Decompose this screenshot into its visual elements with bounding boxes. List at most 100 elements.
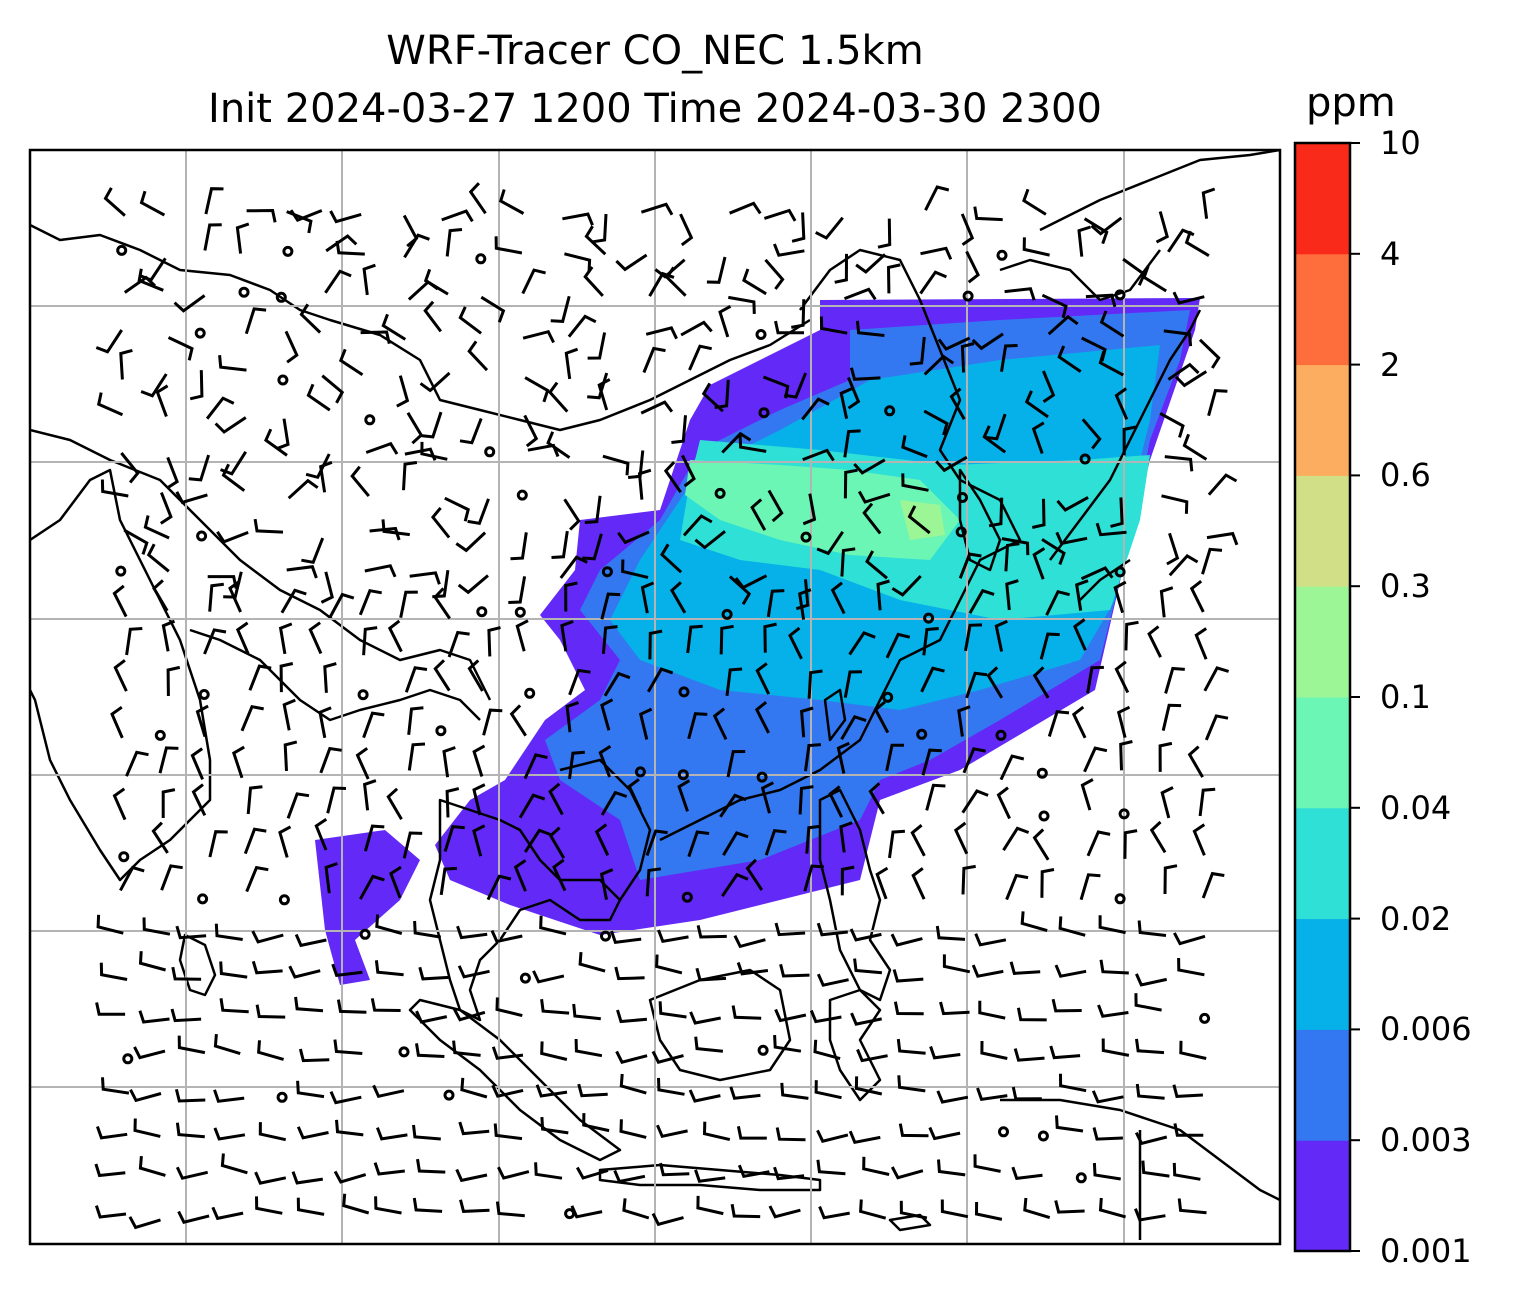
wind-barb <box>907 505 931 535</box>
wind-barb <box>1172 1162 1201 1181</box>
wind-barb <box>515 619 529 652</box>
wind-barb <box>362 779 377 811</box>
wind-barb <box>1047 710 1070 737</box>
calm-wind-marker <box>364 414 376 426</box>
wind-barb <box>766 589 785 618</box>
wind-barb <box>614 966 645 981</box>
wind-barb <box>467 340 489 372</box>
wind-barb <box>719 624 734 655</box>
colorbar-swatch <box>1295 697 1350 809</box>
wind-barb <box>836 741 850 774</box>
wind-barb <box>1083 217 1109 245</box>
wind-barb <box>1122 425 1137 456</box>
wind-barb <box>898 1123 929 1138</box>
border-3 <box>189 628 481 722</box>
wind-barb <box>774 320 804 335</box>
wind-barb <box>795 579 810 611</box>
wind-barb <box>213 1033 241 1056</box>
wind-barb <box>245 865 269 893</box>
wind-barb <box>976 1087 1008 1101</box>
wind-barb <box>729 1086 761 1100</box>
wind-barb <box>726 750 746 778</box>
wind-barb <box>540 1041 568 1061</box>
wind-barb <box>742 268 767 296</box>
wind-barb <box>834 253 848 284</box>
wind-barb <box>1174 370 1208 388</box>
wind-barb <box>582 1113 610 1133</box>
wind-barb <box>188 454 211 482</box>
calm-wind-marker <box>600 930 611 942</box>
new-guinea <box>1000 1098 1280 1240</box>
wind-barb <box>839 387 853 420</box>
colorbar-tick-label: 0.04 <box>1380 788 1452 827</box>
wind-barb <box>255 1004 286 1019</box>
wind-barb <box>362 263 376 296</box>
wind-barb <box>928 1126 961 1141</box>
wind-barb <box>923 354 955 376</box>
wind-barb <box>862 502 882 535</box>
wind-barb <box>235 222 250 254</box>
wind-barb <box>1000 344 1018 372</box>
calm-wind-marker <box>757 1044 769 1056</box>
colorbar-tick-label: 0.006 <box>1380 1010 1472 1049</box>
wind-barb <box>890 933 923 947</box>
wind-barb <box>659 1162 690 1177</box>
wind-barb <box>1086 665 1104 694</box>
wind-barb <box>849 928 882 942</box>
wind-barb <box>246 208 277 223</box>
wind-barb <box>875 866 889 900</box>
wind-barb <box>468 182 487 215</box>
wind-barb <box>802 493 817 526</box>
wind-barb <box>768 1205 801 1219</box>
wind-barb <box>219 961 248 979</box>
wind-barb <box>1031 421 1045 454</box>
colorbar-ticks <box>1350 142 1360 1252</box>
wind-barb <box>615 1050 648 1064</box>
wind-barb <box>423 300 442 333</box>
wind-barb <box>214 923 243 941</box>
wind-barb <box>548 381 569 413</box>
wind-barb <box>949 387 966 420</box>
wind-barb <box>1198 338 1221 369</box>
korea <box>958 468 1002 572</box>
wind-barb <box>95 329 123 354</box>
wind-barb <box>568 750 585 780</box>
wind-barb <box>523 414 539 448</box>
wind-barb <box>298 1048 330 1063</box>
wind-barb <box>1098 1197 1126 1219</box>
wind-barb <box>801 397 830 421</box>
wind-barb <box>412 1197 443 1213</box>
wind-barb <box>1039 632 1060 660</box>
wind-barb <box>594 823 610 856</box>
calm-wind-marker <box>197 893 209 905</box>
wind-barb <box>548 826 566 859</box>
taiwan <box>823 688 847 742</box>
wind-barb <box>1058 916 1086 937</box>
wind-barb <box>728 575 752 606</box>
wind-barb <box>532 970 565 984</box>
wind-barb <box>1187 745 1204 778</box>
wind-barb <box>444 496 470 522</box>
wind-barb <box>491 1046 524 1060</box>
wind-barb <box>745 858 764 891</box>
wind-barb <box>439 866 457 896</box>
calm-wind-marker <box>398 1046 410 1058</box>
wind-barb <box>885 632 911 659</box>
wind-barb <box>140 373 168 398</box>
wind-barb <box>1158 741 1173 772</box>
wind-barb <box>1005 873 1029 901</box>
colorbar-swatch <box>1295 143 1350 255</box>
wind-barb <box>736 962 769 976</box>
wind-barb <box>301 537 325 564</box>
wind-barb <box>402 461 418 491</box>
wind-barb <box>248 664 272 691</box>
wind-barb <box>455 1168 488 1183</box>
wind-barb <box>773 243 805 257</box>
wind-barb <box>738 435 767 453</box>
wind-barb <box>286 565 318 579</box>
wind-barb <box>1164 455 1194 472</box>
wind-barb <box>362 711 385 739</box>
map-title-line1: WRF-Tracer CO_NEC 1.5km <box>386 28 924 74</box>
wind-barb <box>342 1193 370 1215</box>
wind-barb <box>901 435 928 459</box>
